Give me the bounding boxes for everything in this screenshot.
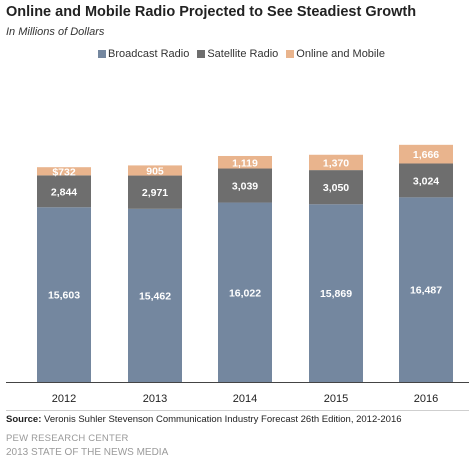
chart-title: Online and Mobile Radio Projected to See… [6,4,417,20]
data-label-online-2014: 1,119 [232,157,258,169]
bar-satellite-2013 [128,175,182,209]
legend-item-broadcast: Broadcast Radio [98,48,189,60]
x-tick-label-2015: 2015 [324,393,348,405]
data-label-broadcast-2012: 15,603 [48,290,80,302]
x-tick-label-2016: 2016 [414,393,438,405]
bar-online-2014 [218,155,272,169]
chart-subtitle: In Millions of Dollars [6,26,105,38]
legend-swatch-online [286,50,295,58]
data-label-satellite-2014: 3,039 [232,181,258,193]
bar-online-2013 [128,165,182,176]
data-label-satellite-2012: 2,844 [51,186,77,198]
bar-broadcast-2012 [37,207,91,382]
legend-item-satellite: Satellite Radio [197,48,278,60]
x-tick-label-2013: 2013 [143,393,167,405]
data-label-satellite-2016: 3,024 [413,175,439,187]
data-label-broadcast-2015: 15,869 [320,288,352,300]
source-note: Source: Veronis Suhler Stevenson Communi… [6,410,469,425]
bar-satellite-2014 [218,168,272,203]
data-label-online-2015: 1,370 [323,157,349,169]
bar-online-2015 [309,154,363,171]
legend-item-online: Online and Mobile [286,48,385,60]
org-name: PEW RESEARCH CENTER [6,433,129,444]
bar-broadcast-2015 [309,204,363,382]
data-label-online-2013: 905 [146,165,164,177]
data-label-broadcast-2014: 16,022 [229,287,261,299]
x-tick-label-2012: 2012 [52,393,76,405]
bar-satellite-2012 [37,175,91,208]
legend-label-broadcast: Broadcast Radio [108,48,190,60]
chart-plot: 15,603 2,844 $732 2012 15,462 2,971 905 2013 16,… [6,144,469,405]
data-label-broadcast-2016: 16,487 [410,285,442,297]
bar-broadcast-2013 [128,208,182,382]
source-label: Source: [6,414,42,425]
bar-satellite-2015 [309,170,363,205]
legend-swatch-satellite [197,50,206,58]
legend-swatch-broadcast [98,50,106,58]
data-label-satellite-2015: 3,050 [323,182,349,194]
bar-broadcast-2016 [399,197,453,382]
x-tick-label-2014: 2014 [233,393,257,405]
data-label-online-2016: 1,666 [413,149,439,161]
data-label-broadcast-2013: 15,462 [139,290,171,302]
legend: Broadcast Radio Satellite Radio Online a… [98,48,385,60]
legend-label-online: Online and Mobile [296,48,385,60]
data-label-satellite-2013: 2,971 [142,187,168,199]
bar-online-2016 [399,144,453,164]
source-text: Veronis Suhler Stevenson Communication I… [44,414,402,425]
bar-broadcast-2014 [218,202,272,382]
bar-satellite-2016 [399,163,453,198]
legend-label-satellite: Satellite Radio [207,48,279,60]
bar-online-2012 [37,167,91,176]
report-name: 2013 STATE OF THE NEWS MEDIA [6,447,169,458]
data-label-online-2012: $732 [52,166,76,178]
